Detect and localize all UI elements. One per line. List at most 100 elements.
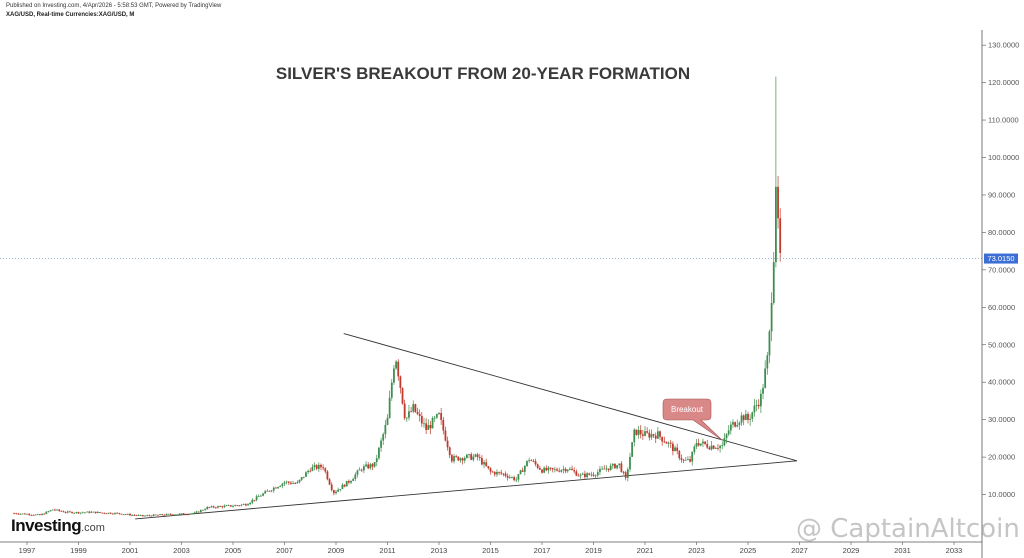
candle-body bbox=[38, 514, 41, 516]
candle-body bbox=[324, 468, 327, 472]
candle-body bbox=[371, 464, 374, 467]
candle-body bbox=[669, 442, 672, 444]
candle-body bbox=[350, 480, 352, 483]
candle-body bbox=[702, 441, 704, 444]
candle-body bbox=[90, 511, 93, 513]
candle-body bbox=[182, 513, 185, 515]
candle-body bbox=[88, 511, 91, 513]
candle-body bbox=[96, 511, 99, 514]
breakout-label: Breakout bbox=[671, 405, 704, 414]
candle-body bbox=[150, 515, 153, 517]
candle-body bbox=[36, 514, 39, 516]
x-tick-label: 1999 bbox=[70, 546, 87, 555]
candle-body bbox=[53, 509, 56, 511]
candle-body bbox=[631, 442, 634, 457]
y-tick-label: 40.0000 bbox=[988, 378, 1015, 387]
candle-body bbox=[30, 514, 33, 516]
candle-body bbox=[545, 467, 548, 471]
candle-body bbox=[272, 487, 275, 491]
candle-body bbox=[169, 513, 172, 515]
candle-body bbox=[120, 513, 123, 515]
candle-body bbox=[757, 404, 760, 407]
candle-body bbox=[384, 424, 387, 435]
candle-body bbox=[500, 472, 503, 474]
candle-body bbox=[751, 412, 754, 419]
candle-body bbox=[180, 513, 183, 515]
candle-body bbox=[515, 479, 518, 481]
candle-body bbox=[71, 511, 73, 514]
candle-body bbox=[620, 463, 623, 472]
candle-body bbox=[558, 470, 561, 472]
candle-body bbox=[779, 218, 782, 253]
x-tick-label: 2019 bbox=[585, 546, 602, 555]
trendline bbox=[343, 333, 798, 462]
candle-body bbox=[461, 458, 464, 461]
candle-body bbox=[708, 447, 711, 450]
candle-body bbox=[742, 415, 745, 421]
candle-body bbox=[476, 454, 479, 458]
y-tick-label: 130.0000 bbox=[988, 41, 1019, 50]
candle-body bbox=[614, 463, 616, 469]
x-tick-label: 2029 bbox=[843, 546, 860, 555]
logo-suffix: .com bbox=[81, 522, 105, 534]
candle-body bbox=[204, 509, 207, 511]
candle-body bbox=[667, 442, 670, 444]
candle-body bbox=[66, 511, 69, 513]
candle-body bbox=[202, 509, 204, 511]
candle-body bbox=[609, 465, 612, 471]
candle-body bbox=[470, 454, 473, 460]
candle-body bbox=[427, 425, 430, 430]
candle-body bbox=[255, 496, 258, 500]
candle-body bbox=[450, 455, 453, 462]
x-tick-label: 2021 bbox=[637, 546, 654, 555]
candle-body bbox=[444, 430, 447, 441]
candle-body bbox=[691, 451, 694, 462]
candle-body bbox=[163, 514, 166, 516]
chart-title: SILVER'S BREAKOUT FROM 20-YEAR FORMATION bbox=[276, 64, 690, 83]
candle-body bbox=[126, 513, 129, 515]
candle-body bbox=[656, 431, 659, 439]
candle-body bbox=[195, 511, 198, 513]
candle-body bbox=[590, 474, 593, 476]
candle-body bbox=[599, 468, 601, 473]
candle-body bbox=[32, 514, 35, 516]
candle-body bbox=[214, 507, 217, 509]
candle-body bbox=[111, 513, 114, 515]
candle-body bbox=[259, 495, 262, 497]
candle-body bbox=[393, 368, 395, 383]
candle-body bbox=[257, 496, 260, 498]
candle-body bbox=[135, 515, 138, 517]
logo-main: Investing bbox=[11, 516, 82, 535]
y-tick-label: 70.0000 bbox=[988, 265, 1015, 274]
candle-body bbox=[772, 262, 775, 303]
candle-body bbox=[732, 422, 734, 425]
candle-body bbox=[330, 484, 333, 491]
candle-body bbox=[236, 505, 239, 507]
candle-body bbox=[281, 483, 284, 486]
candle-body bbox=[313, 465, 316, 467]
y-tick-label: 10.0000 bbox=[988, 490, 1015, 499]
candle-body bbox=[51, 509, 54, 511]
candle-body bbox=[571, 468, 573, 471]
candle-body bbox=[268, 490, 271, 492]
candle-body bbox=[212, 506, 215, 508]
candle-body bbox=[244, 504, 247, 506]
candle-body bbox=[629, 456, 631, 470]
candle-body bbox=[172, 514, 174, 516]
candle-body bbox=[210, 506, 213, 508]
candle-body bbox=[575, 471, 578, 476]
y-tick-label: 110.0000 bbox=[988, 116, 1019, 125]
candle-body bbox=[47, 511, 50, 513]
candle-body bbox=[637, 430, 640, 435]
candle-body bbox=[251, 499, 254, 503]
candle-body bbox=[277, 486, 279, 489]
candle-body bbox=[513, 477, 516, 481]
candle-body bbox=[770, 302, 773, 332]
candle-body bbox=[332, 490, 335, 494]
candle-body bbox=[472, 456, 475, 460]
candle-body bbox=[414, 404, 417, 413]
candle-body bbox=[193, 512, 196, 514]
candle-body bbox=[43, 513, 46, 515]
candle-body bbox=[386, 417, 389, 425]
candle-body bbox=[429, 425, 432, 429]
